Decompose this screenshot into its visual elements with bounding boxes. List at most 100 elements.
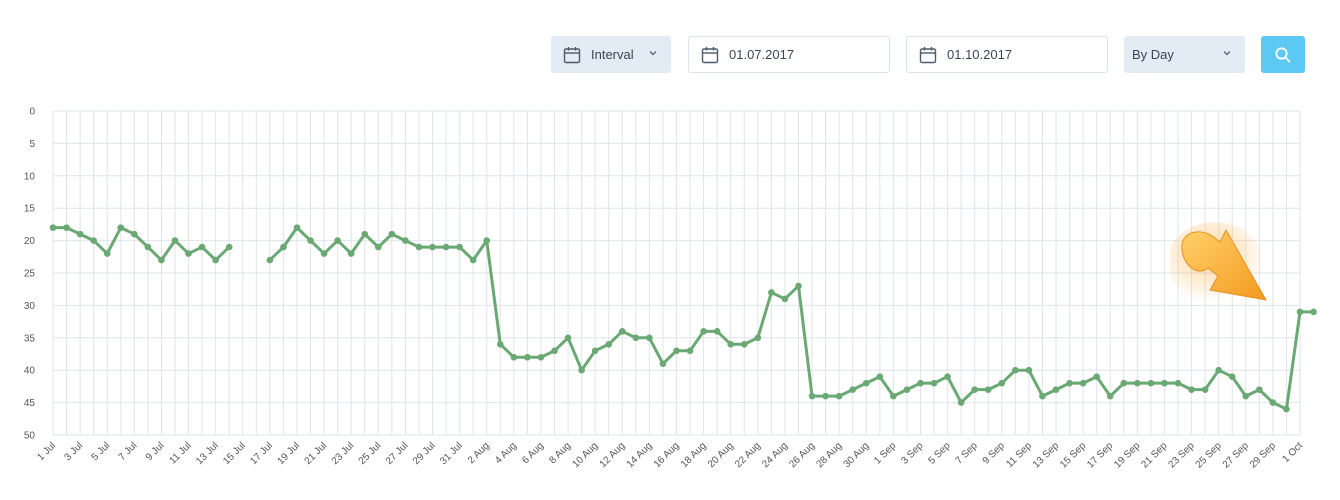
x-tick-label: 10 Aug — [570, 440, 600, 470]
y-tick-label: 15 — [24, 204, 36, 215]
data-point — [212, 256, 219, 264]
search-button[interactable] — [1261, 36, 1305, 73]
data-point — [890, 392, 897, 400]
data-point — [1120, 379, 1128, 387]
data-point — [808, 392, 816, 400]
data-point — [957, 399, 965, 406]
x-tick-label: 3 Jul — [63, 440, 86, 463]
x-tick-label: 19 Sep — [1112, 440, 1142, 470]
y-tick-label: 20 — [24, 236, 36, 247]
data-point — [1296, 308, 1304, 316]
x-tick-label: 7 Jul — [117, 440, 140, 463]
horizontal-grid — [53, 110, 1300, 436]
data-point — [496, 340, 504, 348]
data-point — [740, 340, 748, 348]
x-tick-label: 15 Sep — [1058, 440, 1088, 470]
data-point — [334, 237, 341, 244]
x-tick-label: 3 Sep — [899, 440, 926, 467]
chevron-down-icon — [1223, 51, 1231, 56]
data-point — [1228, 373, 1236, 380]
data-point — [1269, 399, 1277, 406]
data-point — [1079, 379, 1087, 387]
data-point — [930, 379, 938, 387]
data-point — [1106, 392, 1114, 400]
x-tick-label: 19 Jul — [275, 440, 302, 467]
x-tick-label: 9 Sep — [981, 440, 1008, 467]
data-point — [849, 386, 857, 393]
data-point — [632, 334, 640, 342]
x-tick-label: 27 Jul — [384, 440, 411, 467]
x-tick-label: 2 Aug — [466, 440, 492, 466]
data-point — [903, 386, 911, 393]
data-point — [1283, 405, 1290, 413]
data-point — [320, 250, 328, 257]
data-point — [402, 237, 409, 244]
x-tick-label: 22 Aug — [733, 440, 763, 470]
x-tick-label: 21 Sep — [1139, 440, 1169, 470]
data-point — [117, 224, 125, 231]
x-tick-label: 7 Sep — [954, 440, 981, 467]
search-icon — [1275, 46, 1291, 62]
data-point — [429, 243, 436, 251]
x-tick-label: 13 Sep — [1031, 440, 1061, 470]
data-point — [90, 237, 97, 244]
data-point — [442, 243, 450, 251]
data-point — [591, 347, 599, 355]
data-point — [307, 237, 314, 244]
data-point — [1201, 386, 1209, 393]
y-tick-label: 45 — [24, 398, 36, 409]
x-tick-label: 11 Sep — [1004, 440, 1034, 470]
data-point — [1039, 392, 1046, 400]
data-point — [63, 224, 70, 231]
data-point — [185, 250, 192, 257]
data-point — [984, 386, 992, 393]
chevron-down-icon — [649, 51, 657, 56]
data-point — [578, 366, 585, 374]
x-tick-label: 4 Aug — [493, 440, 519, 466]
x-tick-label: 9 Jul — [144, 440, 167, 463]
data-point — [1174, 379, 1182, 387]
data-point — [998, 379, 1006, 387]
x-tick-label: 25 Jul — [357, 440, 384, 467]
data-point — [1012, 366, 1019, 374]
data-point — [469, 256, 477, 264]
interval-dropdown[interactable]: Interval — [551, 36, 671, 73]
data-point — [564, 334, 572, 342]
x-tick-label: 21 Jul — [303, 440, 330, 467]
data-point — [266, 256, 274, 264]
data-point — [659, 360, 667, 368]
date-to-value: 01.10.2017 — [947, 47, 1013, 62]
data-point — [225, 243, 233, 251]
x-tick-label: 29 Sep — [1248, 440, 1278, 470]
data-point — [131, 230, 138, 238]
x-tick-label: 1 Oct — [1280, 440, 1305, 465]
data-point — [1093, 373, 1100, 380]
data-point — [835, 392, 843, 400]
data-point — [781, 295, 789, 303]
y-tick-label: 35 — [24, 333, 36, 344]
data-point — [754, 334, 762, 342]
x-tick-label: 29 Jul — [411, 440, 438, 467]
x-tick-label: 20 Aug — [706, 440, 736, 470]
data-point — [1147, 379, 1155, 387]
data-point — [971, 386, 978, 393]
x-tick-label: 24 Aug — [760, 440, 790, 470]
calendar-icon — [563, 46, 581, 63]
x-tick-label: 6 Aug — [520, 440, 546, 466]
date-to-field[interactable]: 01.10.2017 — [906, 36, 1108, 73]
x-tick-label: 11 Jul — [168, 440, 194, 466]
period-dropdown[interactable]: By Day — [1124, 36, 1245, 73]
calendar-icon — [919, 46, 937, 63]
date-from-field[interactable]: 01.07.2017 — [688, 36, 890, 73]
data-point — [1066, 379, 1073, 387]
data-point — [103, 250, 111, 257]
data-point — [1052, 386, 1060, 393]
y-tick-label: 0 — [29, 107, 35, 118]
x-tick-label: 30 Aug — [842, 440, 872, 470]
x-tick-label: 12 Aug — [598, 440, 628, 470]
data-point — [158, 256, 165, 264]
y-axis-ticks: 0 5 10 15 20 25 30 35 40 45 50 — [24, 107, 36, 442]
data-point — [822, 392, 829, 400]
data-point — [795, 282, 802, 290]
